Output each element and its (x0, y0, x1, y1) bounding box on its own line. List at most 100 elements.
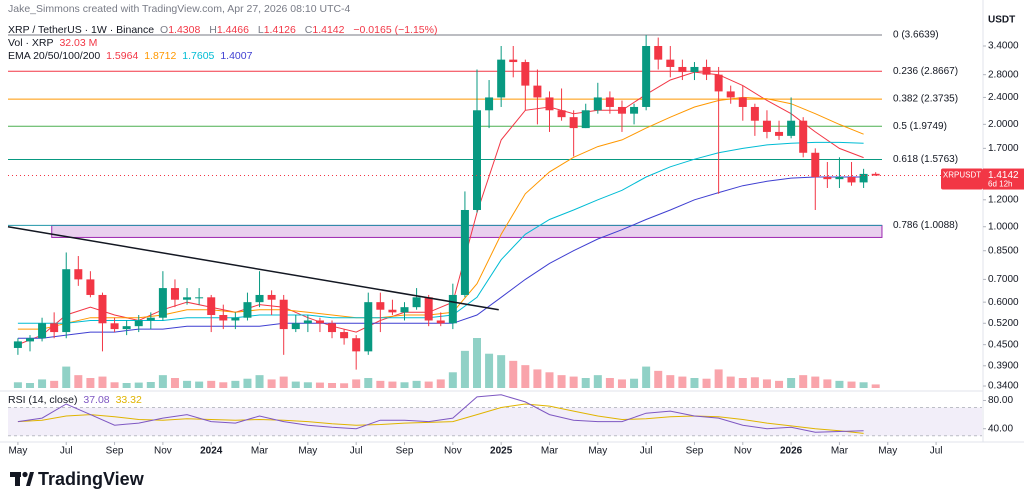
ema-value: 1.8712 (144, 50, 177, 62)
x-tick-label: May (588, 446, 607, 457)
volume-bar (25, 383, 34, 388)
candle-body (460, 209, 469, 295)
x-tick-label: Mar (831, 446, 849, 457)
ohlc-label: C (304, 24, 313, 36)
rsi-ma-value: 33.32 (115, 394, 142, 406)
ema-line: EMA 20/50/100/200 1.5964 1.8712 1.7605 1… (8, 50, 255, 62)
volume-bar (146, 382, 155, 388)
symbol-tag (941, 168, 983, 190)
volume-bar (617, 379, 626, 388)
x-tick-label: Jul (640, 446, 653, 457)
candle-body (183, 297, 192, 300)
y-tick-label: 0.3400 (988, 381, 1019, 392)
fib-label: 0.786 (1.0088) (893, 220, 958, 231)
volume-label: Vol · XRP (8, 37, 54, 49)
volume-bar (666, 375, 675, 388)
volume-bar (762, 379, 771, 388)
volume-bar (702, 378, 711, 388)
volume-bar (279, 376, 288, 388)
candle-body (412, 297, 421, 308)
candle-body (775, 131, 784, 136)
ohlc-label: O (160, 24, 169, 36)
fib-label: 0 (3.6639) (893, 30, 939, 41)
x-tick-label: May (878, 446, 897, 457)
volume-bar (412, 380, 421, 388)
volume-bar (207, 380, 216, 388)
ohlc-label: L (257, 24, 264, 36)
candle-body (388, 309, 397, 313)
volume-bar (497, 355, 506, 388)
candle-body (62, 269, 71, 333)
candle-body (678, 66, 687, 73)
volume-bar (593, 375, 602, 388)
volume-bar (714, 369, 723, 388)
volume-bar (775, 380, 784, 388)
volume-bar (255, 375, 264, 388)
candle-body (485, 97, 494, 111)
volume-bar (38, 379, 47, 388)
candle-body (569, 117, 578, 129)
candle-body (642, 45, 651, 107)
ema-value: 1.5964 (106, 50, 139, 62)
volume-bar (448, 372, 457, 388)
candle-body (219, 315, 228, 321)
volume-bar (122, 383, 131, 388)
fib-label: 0.382 (2.3735) (893, 94, 958, 105)
candle-body (74, 269, 83, 280)
candle-body (702, 66, 711, 75)
rsi-tick-label: 80.00 (988, 395, 1013, 406)
y-tick-label: 0.7000 (988, 274, 1019, 285)
y-tick-label: 0.5200 (988, 318, 1019, 329)
volume-bar (533, 369, 542, 388)
candle-body (303, 320, 312, 324)
candle-body (195, 297, 204, 299)
candle-body (521, 62, 530, 86)
volume-bar (13, 382, 22, 388)
volume-bar (62, 366, 71, 388)
candle-body (738, 97, 747, 107)
candle-body (605, 97, 614, 107)
candle-body (328, 323, 337, 333)
volume-bar (726, 376, 735, 388)
rsi-ma-line (17, 403, 864, 434)
candle-body (267, 294, 276, 300)
rsi-line: RSI (14, close) 37.08 33.32 (8, 394, 145, 406)
ema-value: 1.7605 (182, 50, 215, 62)
candle-body (255, 294, 264, 303)
ohlc: C1.4142 (305, 24, 348, 36)
x-tick-label: Nov (154, 446, 172, 457)
volume-bar (315, 382, 324, 388)
candle-body (207, 297, 216, 316)
candle-body (340, 332, 349, 339)
candle-body (291, 323, 300, 330)
volume-bar (388, 381, 397, 388)
rsi-tick-label: 40.00 (988, 423, 1013, 434)
candle-body (509, 59, 518, 63)
candle-body (714, 74, 723, 92)
volume-bar (291, 381, 300, 388)
y-tick-label: 0.4500 (988, 339, 1019, 350)
x-tick-label: 2026 (780, 446, 803, 457)
ema-line (17, 71, 864, 346)
volume-bar (509, 360, 518, 388)
volume-bar (400, 382, 409, 388)
price-tag-label: 1.4142 (988, 170, 1019, 181)
volume-bar (521, 365, 530, 388)
volume-bar (231, 380, 240, 388)
candle-body (726, 91, 735, 98)
logo (10, 471, 34, 486)
volume-bar (170, 378, 179, 388)
volume-bar (654, 370, 663, 388)
volume-bar (74, 375, 83, 388)
fib-label: 0.5 (1.9749) (893, 121, 947, 132)
candle-body (158, 288, 167, 318)
volume-bar (690, 378, 699, 388)
candle-body (279, 299, 288, 330)
volume-bar (195, 381, 204, 388)
volume-bar (352, 379, 361, 388)
candle-body (557, 110, 566, 118)
x-tick-label: Nov (734, 446, 752, 457)
volume-bar (738, 378, 747, 388)
y-tick-label: 2.0000 (988, 119, 1019, 130)
